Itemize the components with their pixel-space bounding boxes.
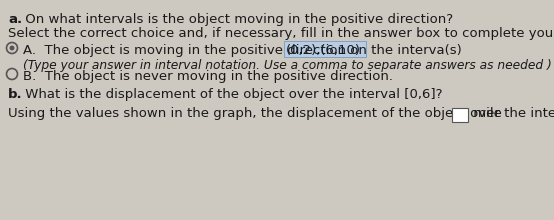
- Text: B.  The object is never moving in the positive direction.: B. The object is never moving in the pos…: [23, 70, 393, 83]
- Text: (Type your answer in interval notation. Use a comma to separate answers as neede: (Type your answer in interval notation. …: [23, 59, 552, 72]
- Circle shape: [9, 46, 14, 51]
- FancyBboxPatch shape: [452, 108, 468, 121]
- FancyBboxPatch shape: [284, 41, 366, 57]
- Text: On what intervals is the object moving in the positive direction?: On what intervals is the object moving i…: [21, 13, 453, 26]
- Text: a.: a.: [8, 13, 22, 26]
- Text: (0,2),(6,10): (0,2),(6,10): [286, 44, 361, 57]
- Text: Select the correct choice and, if necessary, fill in the answer box to complete : Select the correct choice and, if necess…: [8, 27, 554, 40]
- Text: Using the values shown in the graph, the displacement of the object over the int: Using the values shown in the graph, the…: [8, 107, 554, 120]
- Text: A.  The object is moving in the positive direction on the interva​(s): A. The object is moving in the positive …: [23, 44, 470, 57]
- Text: mile: mile: [469, 107, 502, 120]
- Text: What is the displacement of the object over the interval [0,6]?: What is the displacement of the object o…: [21, 88, 443, 101]
- Text: b.: b.: [8, 88, 23, 101]
